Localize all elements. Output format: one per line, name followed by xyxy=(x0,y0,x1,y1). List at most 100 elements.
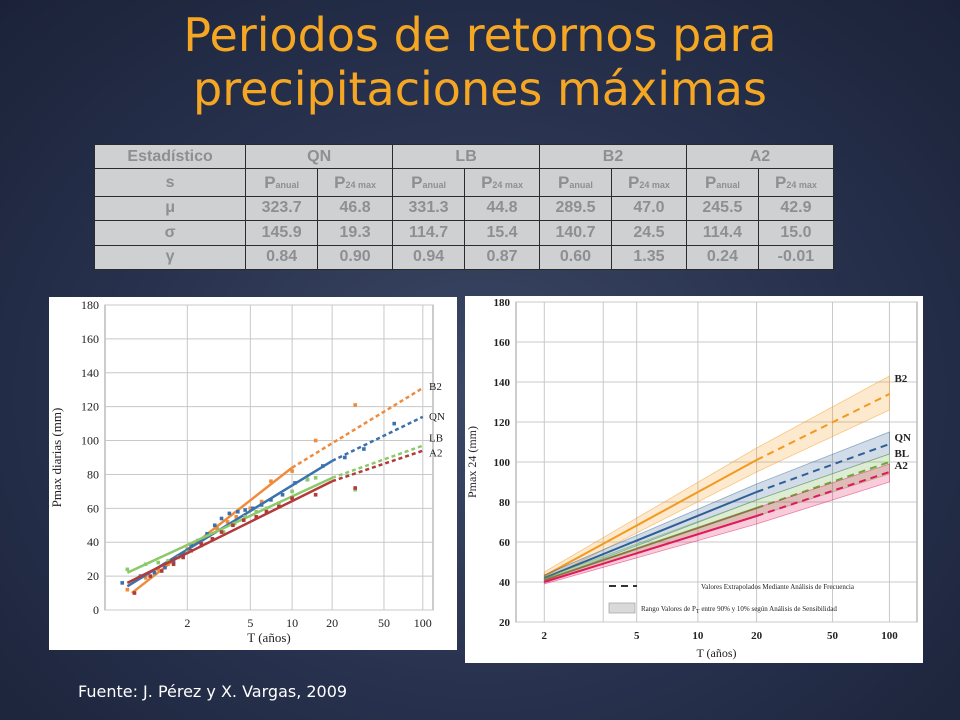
table-subheader-row: s Panual P24 max Panual P24 max Panual P… xyxy=(93,168,835,197)
left-frequency-chart: 0 20 40 60 80 100 120 140 160 180 2 5 10 20 50 100 T (añ… xyxy=(49,298,445,645)
data-point-qn xyxy=(343,455,347,460)
slide-title-line-2: precipitaciones máximas xyxy=(193,62,767,116)
y-axis-label: Pmax 24 (mm) xyxy=(465,426,479,498)
projection-line-qn xyxy=(543,491,757,579)
data-point-a2 xyxy=(159,569,164,573)
table-subheader: Panual xyxy=(392,168,465,197)
y-tick-label: 100 xyxy=(494,457,511,469)
data-point-a2 xyxy=(199,542,204,546)
source-citation: Fuente: J. Pérez y X. Vargas, 2009 xyxy=(78,682,348,701)
data-point-a2 xyxy=(171,562,176,567)
x-tick-label: 2 xyxy=(184,616,190,630)
data-point-lb xyxy=(166,559,170,563)
data-point-qn xyxy=(280,492,285,497)
y-tick-label: 60 xyxy=(87,501,99,515)
y-tick-label: 140 xyxy=(81,366,99,380)
series-label-a2: A2 xyxy=(894,460,908,472)
data-point-lb xyxy=(313,476,318,480)
x-tick-label: 100 xyxy=(414,616,432,630)
left-chart-panel: 0 20 40 60 80 100 120 140 160 180 2 5 10 20 50 100 T (añ… xyxy=(49,297,457,650)
data-point-lb xyxy=(254,509,259,514)
table-cell: 0.94 xyxy=(392,244,465,270)
table-cell: 0.84 xyxy=(245,244,319,270)
table-cell: 15.0 xyxy=(757,220,835,246)
y-tick-label: 60 xyxy=(499,537,511,549)
x-axis-label: T (años) xyxy=(696,646,736,660)
x-tick-label: 20 xyxy=(751,630,763,642)
data-point-a2 xyxy=(231,523,235,528)
data-point-b2 xyxy=(125,587,130,592)
y-tick-label: 0 xyxy=(93,603,99,617)
data-point-a2 xyxy=(189,548,193,553)
table-cell: 1.35 xyxy=(610,244,687,270)
table-cell: 114.7 xyxy=(392,220,465,246)
x-tick-label: 10 xyxy=(692,630,704,642)
data-point-a2 xyxy=(148,574,153,578)
data-point-a2 xyxy=(277,504,281,509)
right-chart-panel: 20 40 60 80 100 120 140 160 180 2 5 10 20 50 100 T (año… xyxy=(465,296,923,663)
data-point-b2 xyxy=(259,499,264,504)
table-row-symbol: γ xyxy=(93,244,247,270)
data-point-qn xyxy=(213,523,217,528)
series-label-b2: B2 xyxy=(429,381,442,393)
data-point-qn xyxy=(362,447,366,451)
data-point-qn xyxy=(243,508,247,512)
data-point-b2 xyxy=(166,562,170,567)
projection-line-b2 xyxy=(543,459,758,577)
y-tick-label: 40 xyxy=(499,577,511,589)
projection-line-a2 xyxy=(544,515,757,583)
table-subheader: Panual xyxy=(685,168,759,197)
series-label-qn: QN xyxy=(429,411,445,423)
table-cell: 19.3 xyxy=(317,220,394,246)
series-label-a2: A2 xyxy=(429,448,442,460)
table-subheader: Panual xyxy=(245,168,319,197)
table-cell: 44.8 xyxy=(463,195,541,222)
x-tick-label: 10 xyxy=(286,616,298,630)
table-row-symbol: μ xyxy=(93,195,247,222)
statistics-table-container: Estadístico QN LB B2 A2 s Panual P24 max… xyxy=(93,143,835,270)
x-tick-label: 5 xyxy=(247,616,253,630)
data-point-qn xyxy=(236,509,240,514)
data-point-b2 xyxy=(225,520,230,524)
y-axis-label: Pmax diarias (mm) xyxy=(49,408,64,508)
table-group-b2: B2 xyxy=(539,143,687,170)
table-group-header-row: Estadístico QN LB B2 A2 xyxy=(93,143,835,170)
slide-title-line-1: Periodos de retornos para xyxy=(183,8,777,62)
data-point-b2 xyxy=(234,515,239,519)
data-point-qn xyxy=(259,503,264,507)
fit-line-lb xyxy=(126,476,333,574)
data-point-qn xyxy=(251,506,255,511)
x-tick-label: 100 xyxy=(881,630,898,642)
data-point-qn xyxy=(269,498,273,502)
y-tick-label: 180 xyxy=(81,298,99,312)
series-label-lb: LB xyxy=(429,433,443,445)
table-cell: 331.3 xyxy=(392,195,465,222)
table-subheader: P24 max xyxy=(610,168,687,197)
table-cell: 323.7 xyxy=(245,195,319,222)
y-tick-label: 160 xyxy=(81,332,99,346)
table-cell: 15.4 xyxy=(463,220,541,246)
y-tick-label: 40 xyxy=(87,535,99,549)
data-point-a2 xyxy=(290,496,294,500)
data-point-lb xyxy=(290,489,294,494)
table-cell: 42.9 xyxy=(757,195,835,222)
data-point-lb xyxy=(143,562,148,567)
table-cell: 0.90 xyxy=(317,244,394,270)
table-subheader: P24 max xyxy=(757,168,835,197)
data-point-qn xyxy=(189,543,193,548)
data-point-b2 xyxy=(215,526,219,531)
table-group-qn: QN xyxy=(245,143,394,170)
legend-dashed-label: Valores Extrapolados Mediante Análisis d… xyxy=(701,583,855,591)
table-cell: 0.60 xyxy=(539,244,612,270)
data-point-a2 xyxy=(132,591,137,595)
uncertainty-band-a2 xyxy=(543,463,890,585)
table-cell: 145.9 xyxy=(245,220,319,246)
data-point-lb xyxy=(264,506,269,511)
y-tick-label: 20 xyxy=(87,569,99,583)
x-tick-label: 50 xyxy=(378,616,390,630)
data-point-b2 xyxy=(269,479,273,484)
data-point-qn xyxy=(205,531,209,536)
fit-line-extrapolated-b2 xyxy=(291,386,424,469)
table-cell: 0.87 xyxy=(463,244,541,270)
table-group-a2: A2 xyxy=(685,143,835,170)
